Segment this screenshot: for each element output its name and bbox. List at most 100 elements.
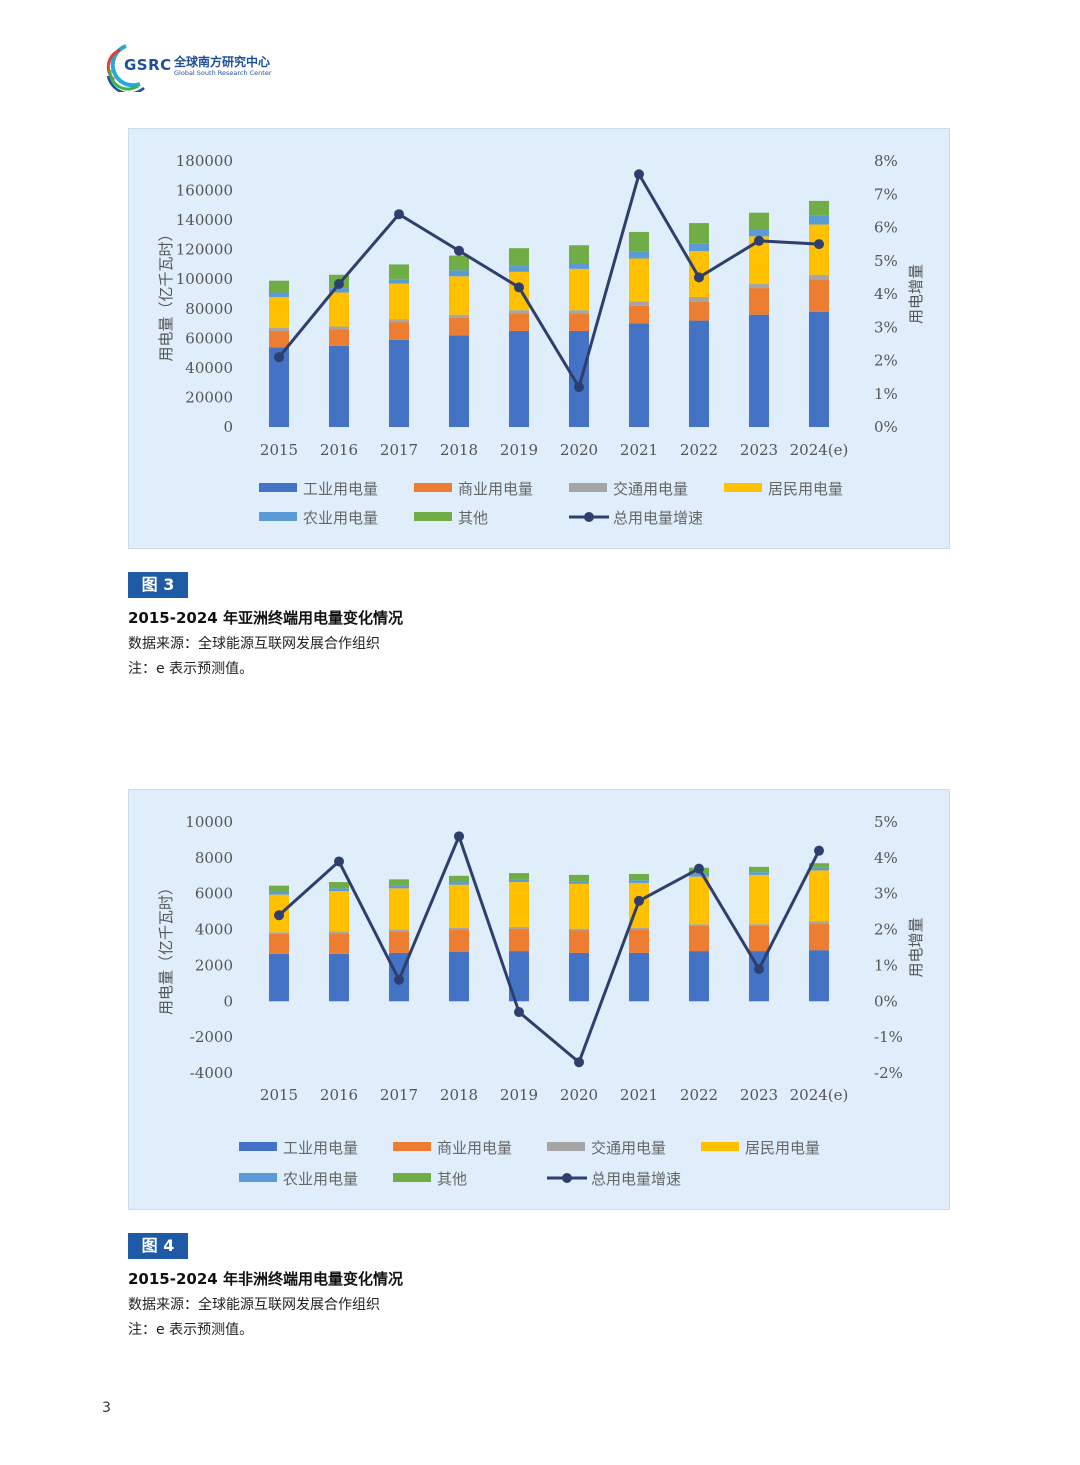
bar-segment [749,314,769,427]
y2-tick-label: 7% [874,185,898,203]
y-tick-label: 2000 [195,956,233,974]
bar-segment [449,882,469,885]
y2-tick-label: 2% [874,352,898,370]
legend-swatch [393,1142,431,1151]
bar-segment [749,924,769,926]
logo-arc-navy [106,75,145,92]
bar-segment [329,292,349,327]
bar-segment [809,224,829,275]
chart-africa-svg: -4000 -2000 0 2000 4000 6000 8000 10000 -2% -1% 0%… [157,813,925,1188]
growth-point [694,272,704,283]
bar-segment [449,255,469,271]
x-tick-label: 2020 [560,1086,598,1104]
figure-3-source: 数据来源：全球能源互联网发展合作组织 [128,636,380,652]
bar-segment [689,296,709,302]
y2-tick-label: 0% [874,992,898,1010]
y-tick-label: 120000 [176,241,233,259]
bar-segment [809,200,829,216]
bar-segment [509,882,529,927]
x-tick-label: 2016 [320,441,358,459]
bar-segment [809,867,829,871]
bar-segment [689,924,709,926]
growth-point [514,1007,524,1018]
bar-segment [269,347,289,427]
growth-point [454,831,464,842]
x-tick-label: 2024(e) [790,1086,849,1104]
bar-segment [389,264,409,280]
bar-segment [509,330,529,427]
bar-segment [449,335,469,427]
y-tick-label: 100000 [176,270,233,288]
legend-label: 交通用电量 [613,480,688,498]
x-tick-label: 2020 [560,441,598,459]
legend-line-marker [562,1173,572,1183]
y-tick-label: 80000 [185,300,233,318]
bar-segment [809,950,829,1002]
y-tick-label: 4000 [195,921,233,939]
legend-label: 农业用电量 [283,1170,358,1188]
y-tick-label: 60000 [185,329,233,347]
bar-segment [689,320,709,427]
x-tick-label: 2019 [500,441,538,459]
legend-label: 农业用电量 [303,509,378,527]
bar-segment [329,888,349,892]
bar-segment [809,274,829,280]
bar-segment [509,951,529,1002]
bar-segment [329,882,349,889]
bar-segment [629,927,649,930]
bar-segment [689,301,709,321]
bar-segment [569,330,589,427]
legend-swatch [414,483,452,492]
bar-segment [569,268,589,311]
bar-segment [329,326,349,330]
legend-label: 商业用电量 [458,480,533,498]
page-number: 3 [102,1400,111,1416]
bar-segment [389,322,409,340]
bar-segment [629,952,649,1002]
bar-segment [689,873,709,877]
chart-asia-svg: 0 20000 40000 60000 80000 100000 120000 140000 1… [157,152,925,527]
bar-segment [389,929,409,932]
bar-segment [629,251,649,259]
bar-segment [329,288,349,293]
bar-segment [749,925,769,952]
legend-swatch [547,1142,585,1151]
bar-segment [629,323,649,427]
bar-segment [749,872,769,875]
growth-point [394,974,404,985]
x-tick-label: 2018 [440,441,478,459]
y2-tick-label: 4% [874,285,898,303]
bar-segment [449,951,469,1002]
y-tick-label: 140000 [176,211,233,229]
bar-segment [269,885,289,892]
growth-point [574,382,584,393]
x-tick-label: 2021 [620,441,658,459]
bar-segment [389,279,409,284]
legend-swatch [569,483,607,492]
bar-segment [569,245,589,263]
growth-point [334,279,344,290]
growth-point [814,845,824,856]
y-axis-title: 用电量（亿千瓦时） [157,226,175,361]
logo-cn: 全球南方研究中心 [174,55,271,69]
bar-segment [389,931,409,953]
legend-label: 居民用电量 [768,480,843,498]
bar-segment [449,314,469,318]
bar-segment [689,925,709,952]
x-tick-label: 2022 [680,441,718,459]
y-tick-label: 8000 [195,849,233,867]
bar-segment [509,310,529,314]
bar-segment [569,874,589,882]
y-tick-label: 180000 [176,152,233,170]
bar-segment [389,339,409,427]
chart-africa: -4000 -2000 0 2000 4000 6000 8000 10000 -2% -1% 0%… [128,789,950,1210]
legend-swatch [701,1142,739,1151]
bar-segment [569,928,589,931]
bar-segment [269,953,289,1002]
bar-segment [509,926,529,929]
x-tick-label: 2017 [380,441,418,459]
gsrc-logo [106,44,145,92]
legend-swatch [393,1173,431,1182]
y2-tick-label: -1% [874,1028,903,1046]
bar-segment [809,870,829,922]
